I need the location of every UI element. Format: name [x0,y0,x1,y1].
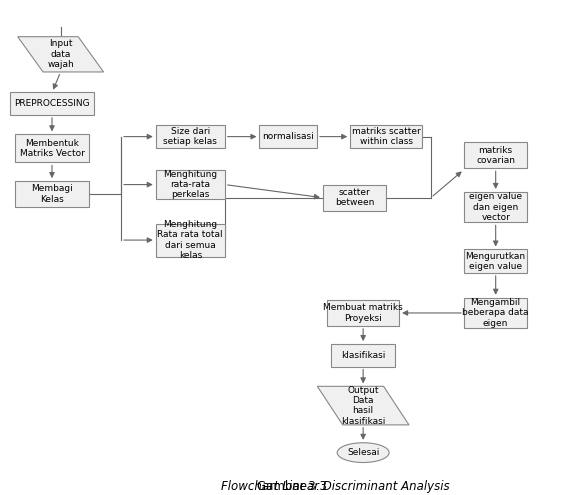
Text: klasifikasi: klasifikasi [341,351,385,360]
Text: matriks
covarian: matriks covarian [476,146,515,165]
Text: scatter
between: scatter between [335,188,374,207]
FancyBboxPatch shape [259,125,317,148]
Text: Flowchart Linear Discriminant Analysis: Flowchart Linear Discriminant Analysis [221,480,449,493]
FancyBboxPatch shape [327,300,399,326]
Text: Size dari
setiap kelas: Size dari setiap kelas [163,127,217,147]
FancyBboxPatch shape [156,170,225,198]
Text: Membuat matriks
Proyeksi: Membuat matriks Proyeksi [323,303,403,323]
Text: Membentuk
Matriks Vector: Membentuk Matriks Vector [19,139,85,158]
FancyBboxPatch shape [15,181,89,207]
FancyBboxPatch shape [156,125,225,148]
Text: Gambar 3.3: Gambar 3.3 [257,480,331,493]
Polygon shape [318,386,409,425]
Text: Mengurutkan
eigen value: Mengurutkan eigen value [466,251,526,271]
FancyBboxPatch shape [10,93,93,115]
Text: Mengambil
beberapa data
eigen: Mengambil beberapa data eigen [462,298,529,328]
Polygon shape [18,37,103,72]
Text: PREPROCESSING: PREPROCESSING [14,99,90,108]
Text: Menghitung
Rata rata total
dari semua
kelas: Menghitung Rata rata total dari semua ke… [158,220,223,260]
FancyBboxPatch shape [350,125,422,148]
FancyBboxPatch shape [464,192,527,222]
Text: normalisasi: normalisasi [262,132,314,141]
FancyBboxPatch shape [464,143,527,168]
FancyBboxPatch shape [464,297,527,328]
Text: eigen value
dan eigen
vector: eigen value dan eigen vector [469,192,522,222]
FancyBboxPatch shape [15,134,89,162]
FancyBboxPatch shape [332,344,395,367]
Text: Input
data
wajah: Input data wajah [47,40,74,69]
FancyBboxPatch shape [464,249,527,273]
Text: Membagi
Kelas: Membagi Kelas [31,184,73,203]
FancyBboxPatch shape [156,224,225,256]
Text: Output
Data
hasil
klasifikasi: Output Data hasil klasifikasi [341,386,385,426]
Text: Menghitung
rata-rata
perkelas: Menghitung rata-rata perkelas [163,170,218,199]
Text: matriks scatter
within class: matriks scatter within class [352,127,420,147]
Text: Selesai: Selesai [347,448,379,457]
FancyBboxPatch shape [323,185,386,211]
Ellipse shape [338,443,389,462]
